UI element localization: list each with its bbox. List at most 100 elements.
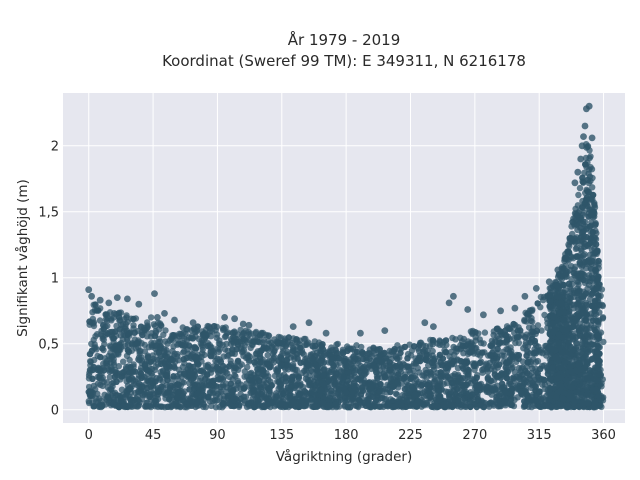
data-point xyxy=(359,349,366,356)
data-point xyxy=(384,381,391,388)
data-point xyxy=(587,164,594,171)
data-point xyxy=(145,378,153,385)
data-point xyxy=(573,212,581,219)
data-point xyxy=(146,402,154,410)
data-point xyxy=(541,376,548,384)
data-point xyxy=(548,404,555,411)
data-point xyxy=(462,375,469,382)
data-point xyxy=(576,320,583,327)
data-point xyxy=(180,379,187,386)
data-point xyxy=(260,368,267,375)
data-point xyxy=(479,349,486,356)
data-point xyxy=(170,332,177,339)
data-point xyxy=(256,339,263,346)
data-point xyxy=(438,362,446,369)
data-point xyxy=(450,357,458,364)
data-point xyxy=(559,289,566,296)
data-point xyxy=(174,350,181,358)
data-point xyxy=(139,391,147,399)
data-point xyxy=(164,389,171,396)
data-point xyxy=(430,357,438,364)
data-point xyxy=(216,388,223,395)
data-point xyxy=(589,275,596,282)
data-point xyxy=(156,387,163,394)
data-point xyxy=(293,336,300,343)
data-point xyxy=(471,378,479,385)
data-point xyxy=(300,351,307,358)
data-point xyxy=(573,388,580,395)
data-point xyxy=(555,293,562,300)
data-point xyxy=(376,388,383,395)
data-point xyxy=(428,370,435,377)
data-point xyxy=(401,385,409,393)
data-point xyxy=(251,359,258,366)
data-point xyxy=(161,345,168,353)
data-point xyxy=(552,354,559,361)
data-point xyxy=(262,373,269,380)
data-point xyxy=(120,358,127,365)
data-point xyxy=(255,377,262,384)
data-point xyxy=(468,343,475,350)
data-point xyxy=(593,317,600,324)
data-point xyxy=(540,296,547,304)
data-point xyxy=(479,366,486,374)
data-point xyxy=(119,336,127,343)
data-point xyxy=(329,356,336,363)
data-point xyxy=(455,397,462,404)
data-point xyxy=(528,328,535,335)
data-point xyxy=(600,338,607,346)
data-point xyxy=(217,383,224,390)
data-point xyxy=(328,344,335,351)
data-point xyxy=(289,366,297,373)
data-point xyxy=(163,373,171,380)
data-point xyxy=(102,360,110,367)
data-point xyxy=(500,371,508,378)
data-point xyxy=(96,395,103,402)
data-point xyxy=(566,243,573,250)
data-point xyxy=(418,382,425,389)
data-point xyxy=(546,384,553,392)
data-point xyxy=(250,386,257,393)
data-point xyxy=(501,352,508,360)
data-point xyxy=(155,349,162,357)
data-point xyxy=(467,403,474,411)
data-point xyxy=(274,367,282,374)
data-point xyxy=(534,322,542,329)
data-point xyxy=(394,379,401,386)
data-point xyxy=(423,351,430,358)
data-point xyxy=(386,359,393,366)
data-point xyxy=(122,324,129,331)
data-point xyxy=(224,370,231,377)
data-point xyxy=(250,338,257,345)
data-point xyxy=(449,334,456,342)
data-point xyxy=(509,375,516,382)
data-point xyxy=(231,364,239,371)
data-point xyxy=(578,341,586,348)
data-point xyxy=(265,332,272,339)
data-point xyxy=(285,334,292,341)
data-point xyxy=(398,402,405,410)
data-point xyxy=(349,360,356,367)
data-point xyxy=(201,351,208,359)
data-point xyxy=(579,220,587,228)
data-point xyxy=(303,340,311,348)
data-point xyxy=(240,385,248,392)
data-point xyxy=(381,374,389,381)
data-point xyxy=(354,375,361,383)
data-point xyxy=(392,353,399,360)
data-point xyxy=(377,403,384,410)
data-point xyxy=(537,365,544,372)
data-point xyxy=(102,316,110,323)
data-point xyxy=(507,344,514,351)
data-point xyxy=(118,386,126,393)
data-point xyxy=(183,354,190,362)
data-point xyxy=(297,359,304,367)
data-point xyxy=(565,249,573,256)
data-point xyxy=(211,388,218,395)
data-point xyxy=(133,403,140,410)
data-point xyxy=(471,362,479,369)
data-point xyxy=(227,380,234,387)
data-point xyxy=(494,333,501,340)
data-point xyxy=(112,367,119,374)
